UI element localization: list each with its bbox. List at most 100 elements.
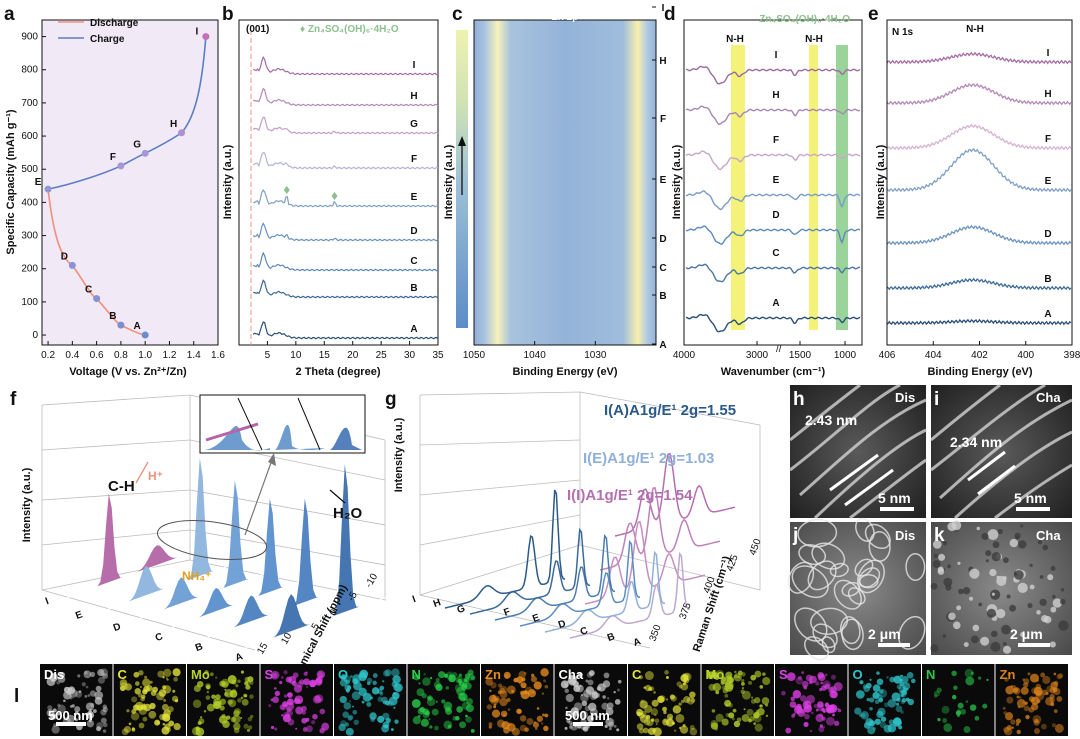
eds-signal-dot (806, 694, 816, 704)
eds-signal-dot (796, 703, 802, 709)
eds-signal-dot (283, 670, 288, 675)
eds-signal-dot (753, 722, 756, 725)
eds-signal-dot (85, 685, 89, 689)
sem-flake (811, 542, 846, 570)
eds-signal-dot (898, 725, 903, 730)
eds-signal-dot (78, 690, 82, 694)
panel-g-row-label: B (606, 631, 617, 644)
panel-f-row-labels: A B C D E I (44, 596, 244, 664)
eds-signal-dot (219, 705, 225, 711)
panel-f-xtick-label: 10 (279, 631, 294, 647)
nmr-baseline (239, 588, 411, 651)
eds-signal-dot (435, 677, 440, 682)
eds-signal-dot (444, 705, 451, 713)
eds-signal-dot (748, 716, 755, 722)
eds-signal-dot (613, 690, 616, 694)
eds-signal-dot (358, 687, 367, 697)
panel-letter-a: a (4, 4, 15, 25)
panel-b-ylabel: Intensity (a.u.) (222, 144, 234, 219)
eds-signal-dot (900, 700, 905, 705)
sem-grain (963, 642, 969, 647)
eds-signal-dot (1031, 703, 1039, 711)
eds-signal-dot (825, 716, 835, 726)
eds-signal-dot (582, 726, 587, 731)
eds-signal-dot (459, 721, 467, 729)
ftir-curve-label-H: H (772, 90, 779, 101)
panel-c-row-label: A (659, 340, 666, 351)
eds-signal-dot (955, 710, 961, 716)
panel-b-xtick-label: 20 (347, 350, 359, 361)
eds-signal-dot (418, 682, 421, 685)
eds-signal-dot (519, 715, 527, 722)
panel-c-xtick-label: 1050 (463, 350, 486, 361)
eds-signal-dot (1040, 672, 1046, 678)
eds-tile-mo: Mo (187, 664, 260, 737)
eds-tile-label: C (632, 667, 642, 682)
eds-signal-dot (199, 716, 203, 719)
eds-signal-dot (708, 683, 716, 691)
eds-signal-dot (809, 729, 813, 733)
eds-signal-dot (888, 719, 895, 725)
panel-a-legend: Discharge Charge (58, 18, 139, 45)
eds-signal-dot (963, 726, 971, 733)
eds-signal-dot (883, 724, 892, 733)
eds-tile-zn: Zn (481, 664, 554, 736)
xps-curve-label-D: D (1044, 229, 1051, 240)
eds-signal-dot (161, 713, 171, 722)
eds-signal-dot (1023, 705, 1030, 712)
eds-signal-dot (638, 675, 643, 680)
eds-signal-dot (817, 673, 826, 682)
eds-signal-dot (672, 705, 682, 714)
sem-grain (971, 635, 979, 644)
eds-signal-dot (644, 671, 654, 681)
point-label-C: C (85, 285, 92, 296)
eds-signal-dot (434, 725, 439, 731)
sem-grain (948, 612, 956, 621)
xrd-curve-label-H: H (410, 91, 417, 102)
eds-signal-dot (465, 714, 468, 718)
xrd-curve-A (252, 321, 439, 340)
eds-tile-label: Dis (44, 667, 64, 682)
sem-grain (1017, 582, 1028, 593)
eds-signal-dot (1005, 685, 1015, 695)
eds-signal-dot (809, 675, 817, 684)
sem-grain (1029, 584, 1035, 590)
eds-signal-dot (205, 683, 211, 689)
sem-grain (1002, 641, 1007, 646)
eds-signal-dot (361, 700, 365, 704)
eds-signal-dot (533, 681, 542, 690)
eds-signal-dot (293, 698, 300, 704)
eds-signal-dot (488, 722, 493, 727)
eds-signal-dot (283, 694, 288, 698)
eds-signal-dot (161, 703, 169, 711)
panel-b-peak-label: (001) (246, 24, 269, 35)
eds-signal-dot (428, 696, 431, 700)
eds-signal-dot (729, 678, 733, 682)
panel-c-xtick-label: 1030 (584, 350, 607, 361)
eds-signal-dot (470, 728, 475, 733)
eds-signal-dot (57, 703, 61, 707)
eds-signal-dot (866, 697, 870, 702)
eds-signal-dot (345, 727, 354, 736)
eds-signal-dot (133, 671, 140, 678)
eds-signal-dot (516, 676, 524, 684)
eds-signal-dot (724, 682, 734, 692)
sem-grain (1027, 602, 1033, 609)
point-D (68, 261, 76, 269)
eds-signal-dot (305, 685, 309, 689)
eds-signal-dot (243, 723, 249, 729)
eds-signal-dot (89, 671, 96, 678)
eds-signal-dot (602, 695, 606, 699)
eds-signal-dot (249, 694, 254, 699)
eds-signal-dot (85, 702, 95, 711)
sem-grain (932, 540, 942, 549)
eds-signal-dot (305, 681, 308, 685)
eds-signal-dot (445, 686, 450, 690)
panel-g-row-label: G (456, 603, 467, 616)
sem-flake (855, 517, 875, 543)
eds-signal-dot (1034, 728, 1040, 734)
sem-grain (1009, 604, 1017, 612)
panel-f-xtick-label: 15 (255, 641, 270, 657)
eds-signal-dot (63, 699, 66, 703)
eds-signal-dot (1016, 695, 1020, 699)
